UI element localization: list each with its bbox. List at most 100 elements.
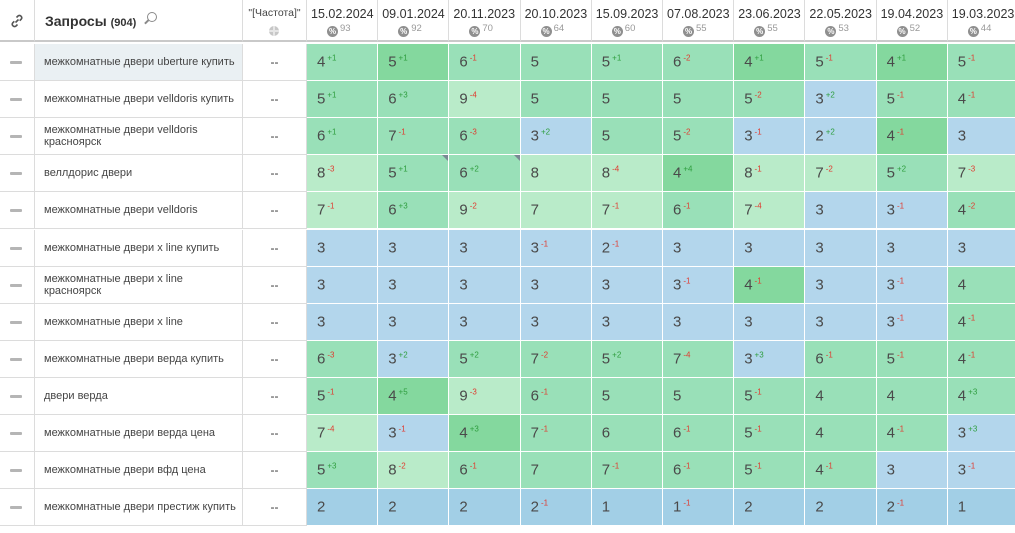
position-cell[interactable]: 5 [520,81,592,119]
row-marker-cell[interactable] [0,340,35,378]
position-cell[interactable]: 7 [520,452,592,490]
date-column-header[interactable]: 09.01.2024% 92 [378,0,450,42]
position-cell[interactable]: 4 [876,377,948,415]
date-column-header[interactable]: 20.11.2023% 70 [449,0,521,42]
row-marker-cell[interactable] [0,266,35,304]
position-cell[interactable]: 5 +2 [876,155,948,193]
position-cell[interactable]: 4 +1 [876,44,948,82]
position-cell[interactable]: 7 -1 [591,452,663,490]
position-cell[interactable]: 6 [591,415,663,453]
dash-icon[interactable] [10,320,22,324]
row-marker-cell[interactable] [0,377,35,415]
position-cell[interactable]: 4 +3 [947,377,1015,415]
position-cell[interactable]: 1 -1 [663,489,735,527]
position-cell[interactable]: 2 [449,489,521,527]
position-cell[interactable]: 6 -2 [663,44,735,82]
position-cell[interactable]: 6 -1 [663,452,735,490]
position-cell[interactable]: 3 [947,229,1015,267]
position-cell[interactable]: 8 -1 [734,155,806,193]
position-cell[interactable]: 8 -3 [307,155,379,193]
position-cell[interactable]: 5 +1 [591,44,663,82]
position-cell[interactable]: 5 +1 [378,44,450,82]
position-cell[interactable]: 5 -1 [805,44,877,82]
position-cell[interactable]: 3 [307,229,379,267]
position-cell[interactable]: 6 +2 [449,155,521,193]
position-cell[interactable]: 3 +2 [805,81,877,119]
position-cell[interactable]: 3 [378,303,450,341]
position-cell[interactable]: 3 [378,229,450,267]
position-cell[interactable]: 7 -1 [520,415,592,453]
position-cell[interactable]: 7 -1 [378,118,450,156]
position-cell[interactable]: 5 [591,81,663,119]
position-cell[interactable]: 8 [520,155,592,193]
row-marker-cell[interactable] [0,489,35,527]
position-cell[interactable]: 3 [734,303,806,341]
position-cell[interactable]: 3 -1 [876,303,948,341]
position-cell[interactable]: 2 -1 [876,489,948,527]
dash-icon[interactable] [10,98,22,102]
position-cell[interactable]: 3 [805,266,877,304]
position-cell[interactable]: 3 +3 [947,415,1015,453]
position-cell[interactable]: 6 -1 [663,415,735,453]
dash-icon[interactable] [10,357,22,361]
position-cell[interactable]: 4 [947,266,1015,304]
position-cell[interactable]: 3 [449,266,521,304]
position-cell[interactable]: 5 +2 [449,340,521,378]
position-cell[interactable]: 8 -2 [378,452,450,490]
position-cell[interactable]: 5 +1 [378,155,450,193]
date-column-header[interactable]: 19.03.2023% 44 [947,0,1015,42]
position-cell[interactable]: 5 [663,81,735,119]
query-cell[interactable]: межкомнатные двери верда купить [35,340,243,378]
position-cell[interactable]: 4 +1 [734,44,806,82]
position-cell[interactable]: 5 [591,118,663,156]
position-cell[interactable]: 3 -1 [734,118,806,156]
position-cell[interactable]: 5 +1 [307,81,379,119]
position-cell[interactable]: 4 -1 [876,118,948,156]
date-column-header[interactable]: 22.05.2023% 53 [805,0,877,42]
position-cell[interactable]: 6 -1 [449,44,521,82]
position-cell[interactable]: 6 -1 [449,452,521,490]
date-column-header[interactable]: 15.02.2024% 93 [307,0,379,42]
position-cell[interactable]: 4 [805,415,877,453]
position-cell[interactable]: 4 +5 [378,377,450,415]
position-cell[interactable]: 4 -1 [947,340,1015,378]
position-cell[interactable]: 4 -1 [876,415,948,453]
query-cell[interactable]: межкомнатные двери вфд цена [35,452,243,490]
position-cell[interactable]: 5 -1 [307,377,379,415]
position-cell[interactable]: 3 [307,266,379,304]
position-cell[interactable]: 7 -4 [663,340,735,378]
position-cell[interactable]: 3 [307,303,379,341]
row-marker-cell[interactable] [0,452,35,490]
position-cell[interactable]: 3 -1 [378,415,450,453]
dash-icon[interactable] [10,283,22,287]
dash-icon[interactable] [10,432,22,436]
position-cell[interactable]: 6 -1 [520,377,592,415]
position-cell[interactable]: 5 +2 [591,340,663,378]
position-cell[interactable]: 5 -1 [947,44,1015,82]
dash-icon[interactable] [10,135,22,139]
frequency-header[interactable]: "[Частота]" [243,0,307,42]
position-cell[interactable]: 5 -1 [734,377,806,415]
position-cell[interactable]: 5 -1 [876,340,948,378]
position-cell[interactable]: 4 -1 [947,81,1015,119]
position-cell[interactable]: 6 -1 [805,340,877,378]
date-column-header[interactable]: 07.08.2023% 55 [663,0,735,42]
position-cell[interactable]: 4 +1 [307,44,379,82]
position-cell[interactable]: 7 -2 [520,340,592,378]
position-cell[interactable]: 6 +1 [307,118,379,156]
dash-icon[interactable] [10,209,22,213]
position-cell[interactable]: 3 [947,118,1015,156]
dash-icon[interactable] [10,61,22,65]
position-cell[interactable]: 9 -4 [449,81,521,119]
row-marker-cell[interactable] [0,118,35,156]
row-marker-cell[interactable] [0,192,35,230]
row-marker-cell[interactable] [0,303,35,341]
query-cell[interactable]: межкомнатные двери верда цена [35,415,243,453]
position-cell[interactable]: 5 -1 [734,415,806,453]
position-cell[interactable]: 2 -1 [591,229,663,267]
position-cell[interactable]: 3 +2 [378,340,450,378]
position-cell[interactable]: 5 -2 [663,118,735,156]
position-cell[interactable]: 3 [591,303,663,341]
queries-header[interactable]: Запросы (904) [35,0,243,42]
position-cell[interactable]: 3 [663,303,735,341]
